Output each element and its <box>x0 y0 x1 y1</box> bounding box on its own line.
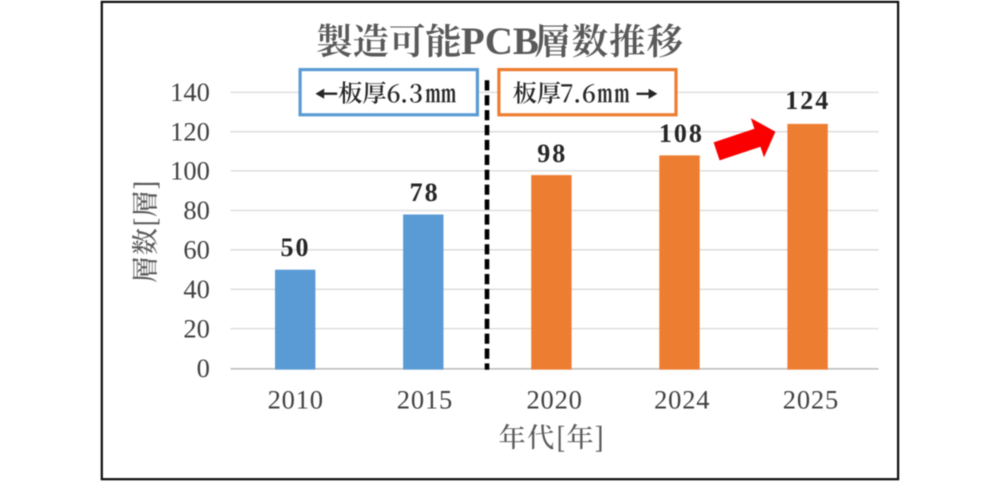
svg-text:124: 124 <box>785 86 830 115</box>
svg-text:2020: 2020 <box>526 384 582 414</box>
svg-text:2010: 2010 <box>268 384 324 414</box>
svg-text:40: 40 <box>183 274 210 304</box>
svg-text:50: 50 <box>281 233 311 262</box>
svg-text:108: 108 <box>659 119 704 148</box>
svg-text:100: 100 <box>170 156 210 186</box>
svg-text:2015: 2015 <box>397 384 453 414</box>
svg-text:PCB: PCB <box>461 20 539 63</box>
svg-text:0: 0 <box>197 353 210 383</box>
svg-text:140: 140 <box>170 77 210 107</box>
svg-text:2025: 2025 <box>783 384 839 414</box>
svg-text:80: 80 <box>183 195 210 225</box>
svg-text:20: 20 <box>183 313 210 343</box>
svg-text:98: 98 <box>537 139 567 168</box>
svg-text:120: 120 <box>170 116 210 146</box>
svg-text:78: 78 <box>410 178 440 207</box>
svg-text:2024: 2024 <box>654 384 710 414</box>
svg-text:60: 60 <box>183 235 210 265</box>
